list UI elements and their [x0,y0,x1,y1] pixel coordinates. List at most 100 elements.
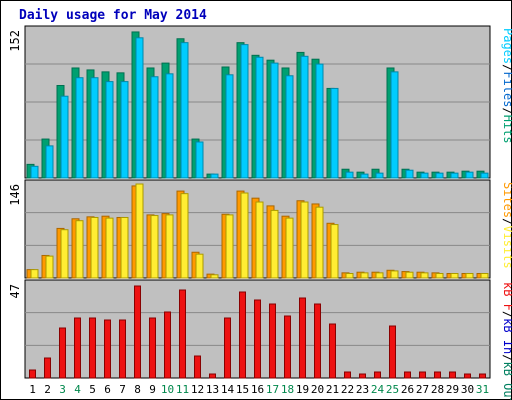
bar-files [135,37,144,179]
bar-kb-f [314,303,321,379]
bar-kb-f [449,371,456,379]
x-tick-label: 18 [281,383,294,396]
bar-visits [135,183,144,279]
bar-kb-f [374,371,381,379]
bar-files [270,62,279,179]
bar-files [75,77,84,179]
x-tick-label: 10 [161,383,174,396]
legend-entry: Visits [501,225,512,268]
x-tick-label: 21 [326,383,339,396]
bar-kb-f [44,357,51,379]
legend-entry: Sites [501,182,512,218]
legend-entry: Hits [501,115,512,144]
bar-kb-f [194,355,201,379]
bar-files [330,87,339,179]
x-tick-label: 4 [74,383,81,396]
bar-kb-f [359,373,366,379]
bar-visits [90,216,99,279]
y-axis-max-label: 152 [8,30,22,52]
bar-kb-f [209,373,216,379]
bar-visits [210,274,219,279]
bar-kb-f [269,303,276,379]
legend-entry: Pages [501,28,512,64]
bar-kb-f [389,325,396,379]
x-tick-label: 5 [89,383,96,396]
bar-kb-f [479,373,486,379]
x-tick-label: 30 [461,383,474,396]
bar-kb-f [299,297,306,379]
x-tick-label: 13 [206,383,219,396]
bar-files [420,172,429,179]
legend-entry: kB F [501,282,512,311]
bar-files [300,55,309,179]
bar-files [240,44,249,179]
bar-files [180,42,189,179]
x-tick-label: 1 [29,383,36,396]
bar-visits [225,214,234,279]
x-tick-label: 8 [134,383,141,396]
x-tick-label: 24 [371,383,385,396]
x-tick-label: 17 [266,383,279,396]
x-tick-label: 31 [476,383,489,396]
bar-kb-f [119,319,126,379]
bar-files [60,95,69,179]
bar-visits [345,272,354,279]
bar-visits [180,193,189,279]
bar-visits [165,214,174,279]
bar-visits [285,217,294,279]
bar-files [150,76,159,179]
bar-visits [465,272,474,279]
bar-visits [150,215,159,279]
bar-kb-f [329,323,336,379]
bar-files [105,81,114,179]
bar-visits [435,272,444,279]
legend: kB F/kB In/kB Out [501,282,512,400]
bar-files [285,75,294,179]
bar-visits [195,253,204,279]
legend-entry: kB Out [501,362,512,400]
bar-visits [405,271,414,279]
bar-visits [270,209,279,279]
bar-files [390,71,399,179]
bar-files [465,171,474,179]
bar-kb-f [59,327,66,379]
x-tick-label: 28 [431,383,444,396]
bar-files [360,173,369,179]
y-axis-max-label: 47 [8,284,22,298]
legend: Sites/Visits [501,182,512,269]
bar-visits [330,224,339,279]
bar-visits [120,216,129,279]
bar-kb-f [344,371,351,379]
bar-files [90,77,99,179]
bar-visits [450,272,459,279]
bar-visits [420,272,429,279]
bar-visits [390,270,399,279]
x-tick-label: 26 [401,383,414,396]
legend-entry: Files [501,71,512,107]
bar-visits [315,206,324,279]
bar-files [375,172,384,179]
bar-files [225,74,234,179]
x-tick-label: 6 [104,383,111,396]
chart-title: Daily usage for May 2014 [19,8,207,23]
bar-kb-f [239,291,246,379]
x-tick-label: 7 [119,383,126,396]
x-tick-label: 11 [176,383,189,396]
bar-kb-f [254,299,261,379]
bar-visits [60,229,69,279]
x-tick-label: 20 [311,383,324,396]
bar-kb-f [89,317,96,379]
bar-kb-f [419,371,426,379]
bar-kb-f [464,373,471,379]
bar-files [345,171,354,179]
bar-files [480,172,489,179]
bar-kb-f [404,371,411,379]
y-axis-max-label: 146 [8,184,22,206]
x-tick-label: 16 [251,383,264,396]
x-tick-label: 2 [44,383,51,396]
bar-visits [480,272,489,279]
bar-files [30,165,39,179]
bar-kb-f [284,315,291,379]
x-tick-label: 12 [191,383,204,396]
